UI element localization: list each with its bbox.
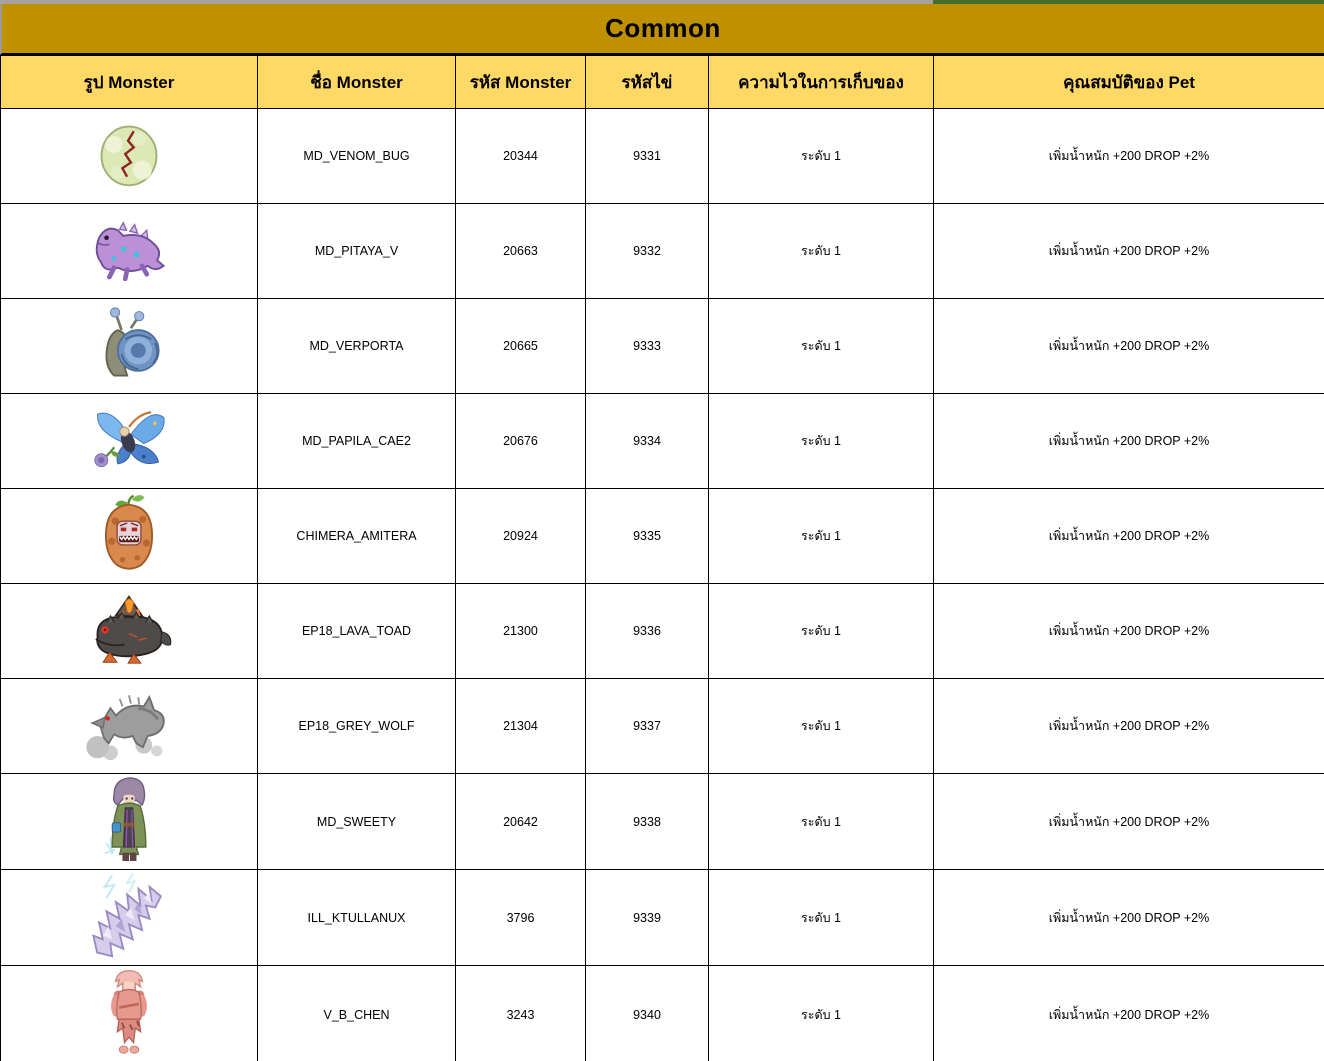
chimera-amitera-sprite — [97, 493, 161, 575]
monster-image-cell — [0, 869, 258, 966]
monster-code: 20344 — [455, 108, 586, 204]
monster-name: MD_PAPILA_CAE2 — [257, 393, 456, 489]
v-b-chen-sprite — [103, 967, 155, 1059]
monster-code: 20676 — [455, 393, 586, 489]
egg-code: 9335 — [585, 488, 709, 584]
monster-image-cell — [0, 488, 258, 584]
monster-code: 20924 — [455, 488, 586, 584]
egg-code: 9336 — [585, 583, 709, 679]
table-title-banner: Common — [0, 4, 1324, 55]
monster-name: MD_SWEETY — [257, 773, 456, 870]
pet-property: เพิ่มน้ำหนัก +200 DROP +2% — [933, 678, 1324, 774]
pickup-speed: ระดับ 1 — [708, 678, 934, 774]
col-header-monster-code: รหัส Monster — [455, 55, 586, 109]
monster-name: CHIMERA_AMITERA — [257, 488, 456, 584]
monster-name: EP18_GREY_WOLF — [257, 678, 456, 774]
monster-code: 20642 — [455, 773, 586, 870]
pickup-speed: ระดับ 1 — [708, 108, 934, 204]
monster-image-cell — [0, 583, 258, 679]
pet-property: เพิ่มน้ำหนัก +200 DROP +2% — [933, 203, 1324, 299]
egg-code: 9339 — [585, 869, 709, 966]
egg-code: 9340 — [585, 965, 709, 1061]
pet-property: เพิ่มน้ำหนัก +200 DROP +2% — [933, 108, 1324, 204]
top-edge-strip — [0, 0, 1324, 4]
pickup-speed: ระดับ 1 — [708, 583, 934, 679]
pickup-speed: ระดับ 1 — [708, 203, 934, 299]
papila-butterfly-sprite — [86, 403, 172, 475]
monster-name: MD_PITAYA_V — [257, 203, 456, 299]
monster-name: MD_VERPORTA — [257, 298, 456, 394]
verporta-snail-sprite — [90, 306, 168, 382]
venom-bug-sprite — [91, 118, 167, 190]
monster-name: ILL_KTULLANUX — [257, 869, 456, 966]
monster-code: 21300 — [455, 583, 586, 679]
col-header-monster-image: รูป Monster — [0, 55, 258, 109]
pet-property: เพิ่มน้ำหนัก +200 DROP +2% — [933, 869, 1324, 966]
monster-code: 3796 — [455, 869, 586, 966]
col-header-monster-name: ชื่อ Monster — [257, 55, 456, 109]
monster-code: 3243 — [455, 965, 586, 1061]
table-row: MD_SWEETY 20642 9338 ระดับ 1 เพิ่มน้ำหนั… — [0, 773, 1324, 870]
pet-property: เพิ่มน้ำหนัก +200 DROP +2% — [933, 583, 1324, 679]
monster-image-cell — [0, 965, 258, 1061]
monster-image-cell — [0, 203, 258, 299]
pet-property: เพิ่มน้ำหนัก +200 DROP +2% — [933, 773, 1324, 870]
pickup-speed: ระดับ 1 — [708, 965, 934, 1061]
table-row: CHIMERA_AMITERA 20924 9335 ระดับ 1 เพิ่ม… — [0, 488, 1324, 584]
monster-code: 20665 — [455, 298, 586, 394]
monster-image-cell — [0, 108, 258, 204]
col-header-egg-code: รหัสไข่ — [585, 55, 709, 109]
monster-image-cell — [0, 298, 258, 394]
egg-code: 9338 — [585, 773, 709, 870]
grey-wolf-sprite — [82, 686, 176, 762]
table-row: MD_VENOM_BUG 20344 9331 ระดับ 1 เพิ่มน้ำ… — [0, 108, 1324, 204]
monster-name: MD_VENOM_BUG — [257, 108, 456, 204]
monster-code: 21304 — [455, 678, 586, 774]
pickup-speed: ระดับ 1 — [708, 773, 934, 870]
col-header-pet-property: คุณสมบัติของ Pet — [933, 55, 1324, 109]
egg-code: 9337 — [585, 678, 709, 774]
pet-table: รูป Monster ชื่อ Monster รหัส Monster รห… — [0, 55, 1324, 1061]
pet-property: เพิ่มน้ำหนัก +200 DROP +2% — [933, 488, 1324, 584]
sweety-sprite — [101, 775, 157, 865]
pet-property: เพิ่มน้ำหนัก +200 DROP +2% — [933, 965, 1324, 1061]
table-row: EP18_LAVA_TOAD 21300 9336 ระดับ 1 เพิ่มน… — [0, 583, 1324, 679]
table-title: Common — [605, 13, 721, 43]
pickup-speed: ระดับ 1 — [708, 488, 934, 584]
top-strip-grey — [0, 0, 933, 4]
pickup-speed: ระดับ 1 — [708, 393, 934, 489]
pet-property: เพิ่มน้ำหนัก +200 DROP +2% — [933, 393, 1324, 489]
col-header-pickup-speed: ความไวในการเก็บของ — [708, 55, 934, 109]
table-row: EP18_GREY_WOLF 21304 9337 ระดับ 1 เพิ่มน… — [0, 678, 1324, 774]
pet-property: เพิ่มน้ำหนัก +200 DROP +2% — [933, 298, 1324, 394]
monster-name: EP18_LAVA_TOAD — [257, 583, 456, 679]
pickup-speed: ระดับ 1 — [708, 869, 934, 966]
egg-code: 9331 — [585, 108, 709, 204]
monster-code: 20663 — [455, 203, 586, 299]
pitaya-sprite — [86, 217, 172, 281]
monster-image-cell — [0, 393, 258, 489]
table-row: ILL_KTULLANUX 3796 9339 ระดับ 1 เพิ่มน้ำ… — [0, 869, 1324, 966]
egg-code: 9333 — [585, 298, 709, 394]
table-header-row: รูป Monster ชื่อ Monster รหัส Monster รห… — [0, 55, 1324, 109]
table-row: MD_VERPORTA 20665 9333 ระดับ 1 เพิ่มน้ำห… — [0, 298, 1324, 394]
table-row: MD_PITAYA_V 20663 9332 ระดับ 1 เพิ่มน้ำห… — [0, 203, 1324, 299]
monster-name: V_B_CHEN — [257, 965, 456, 1061]
egg-code: 9334 — [585, 393, 709, 489]
lava-toad-sprite — [84, 593, 174, 665]
egg-code: 9332 — [585, 203, 709, 299]
table-row: MD_PAPILA_CAE2 20676 9334 ระดับ 1 เพิ่มน… — [0, 393, 1324, 489]
monster-image-cell — [0, 773, 258, 870]
ktullanux-sprite — [84, 871, 174, 961]
table-row: V_B_CHEN 3243 9340 ระดับ 1 เพิ่มน้ำหนัก … — [0, 965, 1324, 1061]
pickup-speed: ระดับ 1 — [708, 298, 934, 394]
monster-image-cell — [0, 678, 258, 774]
top-strip-green — [933, 0, 1324, 4]
